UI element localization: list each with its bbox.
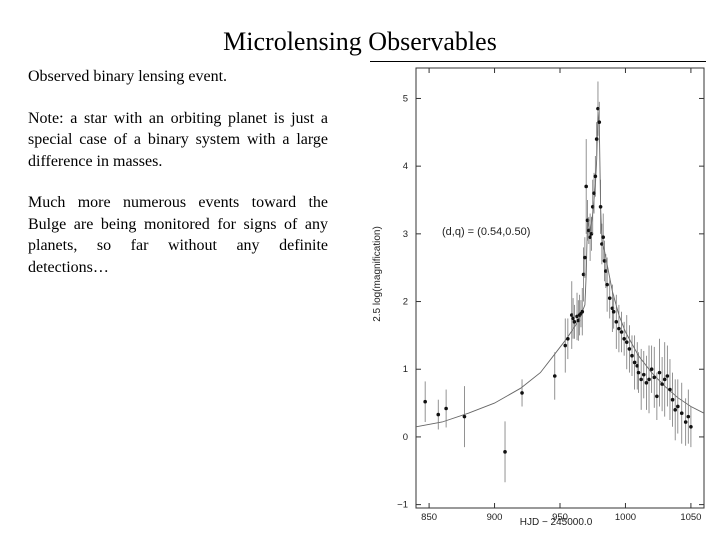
data-point [668, 387, 672, 392]
model-curve [415, 111, 705, 428]
y-tick-label: 5 [403, 93, 408, 104]
data-point [572, 320, 577, 324]
data-point [630, 353, 634, 358]
data-point [552, 374, 557, 378]
data-point [636, 370, 641, 375]
data-point [617, 326, 621, 331]
data-point [611, 309, 616, 314]
data-point [569, 313, 574, 317]
x-tick-label: 950 [552, 512, 568, 523]
data-point [619, 330, 624, 334]
data-point [584, 184, 588, 189]
data-point [652, 375, 657, 380]
data-point [662, 377, 667, 382]
x-tick-label: 900 [487, 512, 503, 523]
data-point [571, 316, 575, 321]
data-point [624, 340, 629, 344]
data-point [462, 414, 467, 419]
paragraph-event: Observed binary lensing event. [28, 68, 228, 85]
data-point [604, 269, 608, 273]
data-point [594, 137, 599, 141]
plot-frame [415, 67, 705, 509]
x-tick-label: 1000 [615, 512, 636, 523]
lightcurve-svg: 850 900 950 1000 1050 −1 0 1 2 3 4 5 (d,q) = (0.54,… [372, 67, 705, 528]
data-point [444, 406, 448, 411]
data-point [676, 404, 680, 409]
y-tick-label: 0 [403, 432, 408, 443]
data-point [589, 232, 594, 236]
data-point [590, 204, 595, 209]
data-point [520, 391, 524, 395]
data-point [614, 320, 619, 324]
data-point [660, 382, 664, 386]
data-point [592, 191, 596, 196]
data-point [423, 399, 427, 404]
data-point [689, 424, 693, 429]
data-point [657, 370, 662, 375]
data-point [627, 347, 632, 351]
data-point [607, 296, 612, 300]
data-point [581, 272, 586, 277]
x-tick-label: 850 [421, 512, 437, 523]
body-text: Observed binary lensing event. Note: a s… [28, 66, 328, 298]
data-point [585, 218, 590, 223]
data-point [587, 228, 591, 233]
data-point [588, 235, 592, 240]
data-point [644, 380, 649, 385]
data-point [635, 364, 640, 368]
data-point [605, 282, 609, 287]
data-point [622, 336, 626, 341]
data-point [436, 412, 441, 417]
data-point [598, 204, 603, 209]
title-divider [370, 61, 706, 62]
x-tick-label: 1050 [680, 512, 701, 523]
y-tick-label: 1 [403, 364, 408, 375]
y-tick-label: 4 [403, 161, 408, 172]
data-point [686, 414, 691, 419]
data-point [679, 411, 684, 416]
paragraph-note: Note: a star with an orbiting planet is … [28, 109, 328, 170]
data-point [647, 377, 651, 382]
data-point [600, 242, 604, 246]
data-point [683, 420, 688, 424]
annotation-label: (d,q) = (0.54,0.50) [442, 226, 530, 238]
data-point [583, 255, 587, 260]
data-point [649, 367, 654, 372]
y-tick-label: −1 [397, 500, 408, 511]
lightcurve-chart: 850 900 950 1000 1050 −1 0 1 2 3 4 5 (d,q) = (0.54,… [366, 64, 710, 534]
data-point [610, 306, 615, 311]
slide-title: Microlensing Observables [223, 27, 497, 56]
data-point [580, 309, 585, 314]
data-point [602, 259, 607, 263]
data-point [641, 372, 646, 377]
data-point [593, 174, 598, 179]
data-point [670, 397, 675, 402]
y-tick-label: 3 [403, 229, 408, 240]
data-point [503, 450, 507, 454]
data-point [673, 408, 677, 412]
data-point [655, 394, 659, 399]
data-point [639, 377, 643, 382]
data-point [596, 106, 600, 111]
data-point [597, 120, 602, 124]
paragraph-bulge: Much more numerous events toward the Bul… [28, 194, 328, 276]
y-tick-label: 2 [403, 297, 408, 308]
data-point [632, 360, 637, 365]
data-point [566, 336, 570, 341]
data-point [601, 235, 605, 240]
data-point [665, 374, 670, 378]
y-axis-label: 2.5 log(magnification) [372, 226, 383, 322]
data-point [563, 343, 568, 348]
x-axis-label: HJD − 245000.0 [520, 517, 593, 528]
data-point [576, 318, 581, 323]
